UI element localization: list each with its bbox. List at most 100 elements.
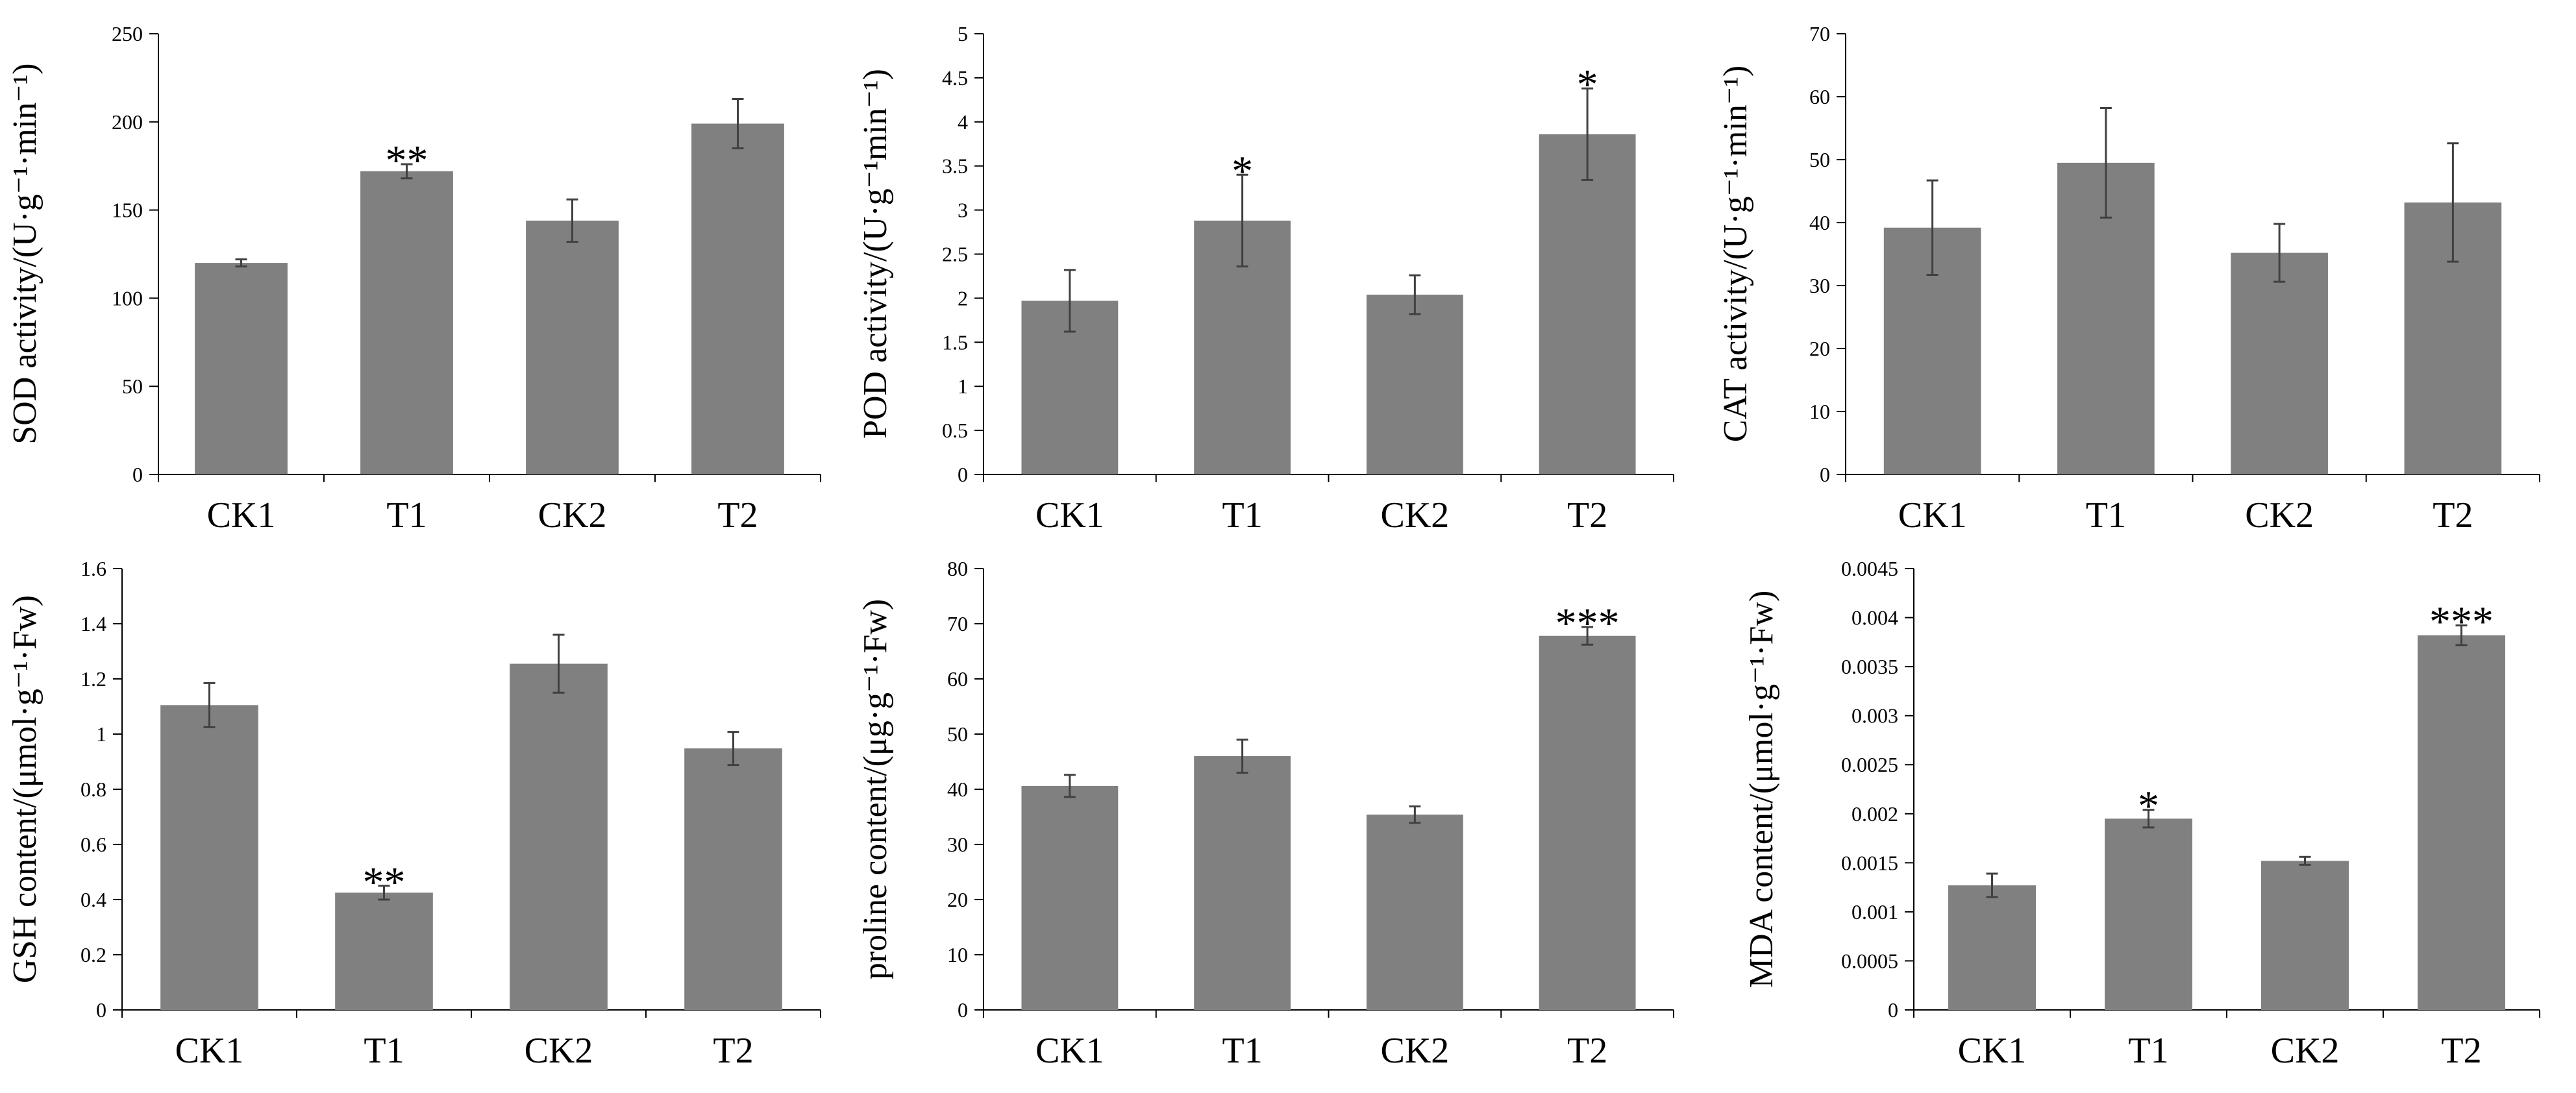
category-label: CK2	[538, 495, 607, 535]
y-tick-label: 2	[958, 286, 968, 310]
bar-t2	[2418, 635, 2505, 1010]
significance-label: **	[386, 137, 428, 184]
y-tick-label: 0.5	[942, 419, 968, 442]
category-label: T1	[2086, 495, 2126, 535]
y-tick-label: 0.8	[80, 778, 106, 801]
y-tick-label: 0	[96, 998, 106, 1022]
y-tick-label: 0.003	[1852, 704, 1898, 728]
category-label: CK2	[2245, 495, 2314, 535]
bar-ck2	[510, 663, 608, 1010]
y-tick-label: 4	[958, 110, 968, 134]
y-axis-label: GSH content/(μmol·g⁻¹·Fw)	[6, 595, 43, 983]
y-tick-label: 80	[947, 557, 968, 580]
y-tick-label: 2.5	[942, 243, 968, 266]
category-label: CK1	[1898, 495, 1967, 535]
significance-label: *	[1577, 61, 1598, 108]
bar-ck2	[526, 220, 619, 474]
category-label: T1	[364, 1031, 404, 1071]
y-tick-label: 50	[122, 375, 143, 398]
y-tick-label: 3	[958, 199, 968, 222]
category-label: CK2	[2271, 1031, 2340, 1071]
y-tick-label: 70	[947, 612, 968, 635]
y-tick-label: 60	[1809, 85, 1830, 108]
y-tick-label: 10	[1809, 400, 1830, 423]
y-tick-label: 0	[1888, 998, 1898, 1022]
significance-label: *	[1232, 147, 1253, 195]
chart-panel-1: 0 50 100 150 200 250 CK1 ** T1 CK2 T2 SOD activity/…	[6, 22, 821, 535]
y-tick-label: 0.001	[1852, 900, 1898, 924]
category-label: T2	[2433, 495, 2473, 535]
significance-label: ***	[2429, 598, 2494, 646]
bar-t2	[1539, 134, 1636, 474]
y-tick-label: 70	[1809, 22, 1830, 45]
y-tick-label: 0.0035	[1841, 655, 1898, 678]
significance-label: *	[2138, 783, 2159, 830]
y-tick-label: 0	[958, 998, 968, 1022]
significance-label: ***	[1555, 600, 1620, 647]
bar-ck1	[1021, 785, 1119, 1010]
y-tick-label: 0	[958, 463, 968, 486]
y-tick-label: 3.5	[942, 154, 968, 178]
bar-ck2	[1366, 815, 1463, 1010]
bar-t1	[335, 892, 433, 1010]
y-tick-label: 50	[1809, 148, 1830, 171]
category-label: CK2	[1380, 1031, 1449, 1071]
bar-ck2	[2261, 861, 2349, 1010]
category-label: CK2	[525, 1031, 593, 1071]
category-label: T1	[2128, 1031, 2168, 1071]
y-tick-label: 30	[1809, 274, 1830, 297]
significance-label: **	[363, 859, 406, 906]
bar-ck1	[160, 705, 258, 1010]
y-tick-label: 0.0025	[1841, 753, 1898, 776]
bar-t2	[691, 123, 784, 475]
category-label: T1	[1222, 1031, 1263, 1071]
y-axis-label: proline content/(μg·g⁻¹·Fw)	[857, 599, 894, 979]
bar-ck1	[1948, 885, 2036, 1010]
bar-t1	[360, 171, 453, 474]
y-tick-label: 1	[96, 722, 106, 746]
y-tick-label: 30	[947, 833, 968, 856]
chart-panel-5: 0 10 20 30 40 50 60 70 80 CK1 T1 CK2 *** T2 proline co…	[857, 557, 1674, 1071]
y-tick-label: 0.2	[80, 943, 106, 966]
y-tick-label: 0.0005	[1841, 949, 1898, 972]
y-tick-label: 60	[947, 667, 968, 691]
chart-panel-2: 0 0.5 1 1.5 2 2.5 3 3.5 4 4.5 5 CK1 * T1 CK2 * T2 POD act…	[857, 22, 1674, 535]
category-label: CK2	[1380, 495, 1449, 535]
y-tick-label: 0.4	[80, 888, 106, 911]
y-tick-label: 1	[958, 375, 968, 398]
y-tick-label: 0.004	[1852, 606, 1898, 630]
y-tick-label: 200	[112, 110, 143, 134]
y-tick-label: 40	[947, 778, 968, 801]
y-tick-label: 40	[1809, 211, 1830, 234]
y-tick-label: 150	[112, 199, 143, 222]
y-tick-label: 0.0045	[1841, 557, 1898, 580]
y-tick-label: 0	[132, 463, 143, 486]
bar-t2	[1539, 635, 1636, 1010]
bar-t2	[684, 748, 782, 1010]
category-label: T1	[386, 495, 427, 535]
y-tick-label: 250	[112, 22, 143, 45]
y-tick-label: 10	[947, 943, 968, 966]
y-axis-label: SOD activity/(U·g⁻¹·min⁻¹)	[6, 63, 43, 444]
y-tick-label: 4.5	[942, 66, 968, 90]
y-tick-label: 5	[958, 22, 968, 45]
category-label: T2	[713, 1031, 753, 1071]
category-label: T1	[1222, 495, 1263, 535]
y-tick-label: 20	[947, 888, 968, 911]
bar-ck1	[195, 263, 288, 474]
y-tick-label: 100	[112, 286, 143, 310]
category-label: T2	[2441, 1031, 2481, 1071]
category-label: CK1	[1035, 495, 1104, 535]
chart-panel-6: 0 0.0005 0.001 0.0015 0.002 0.0025 0.003 0.0035…	[1743, 557, 2540, 1071]
bar-t1	[1194, 756, 1291, 1010]
y-axis-label: POD activity/(U·g⁻¹min⁻¹)	[857, 69, 894, 439]
category-label: CK1	[1958, 1031, 2027, 1071]
y-tick-label: 20	[1809, 337, 1830, 360]
chart-panel-4: 0 0.2 0.4 0.6 0.8 1 1.2 1.4 1.6 CK1 ** T1 CK2 T2 GSH c…	[6, 557, 821, 1071]
chart-panel-3: 0 10 20 30 40 50 60 70 CK1 T1 CK2 T2 CAT activity/(U…	[1717, 22, 2540, 535]
y-tick-label: 1.6	[80, 557, 106, 580]
bar-ck2	[2231, 252, 2328, 474]
y-tick-label: 0.002	[1852, 802, 1898, 826]
y-tick-label: 0.0015	[1841, 851, 1898, 874]
